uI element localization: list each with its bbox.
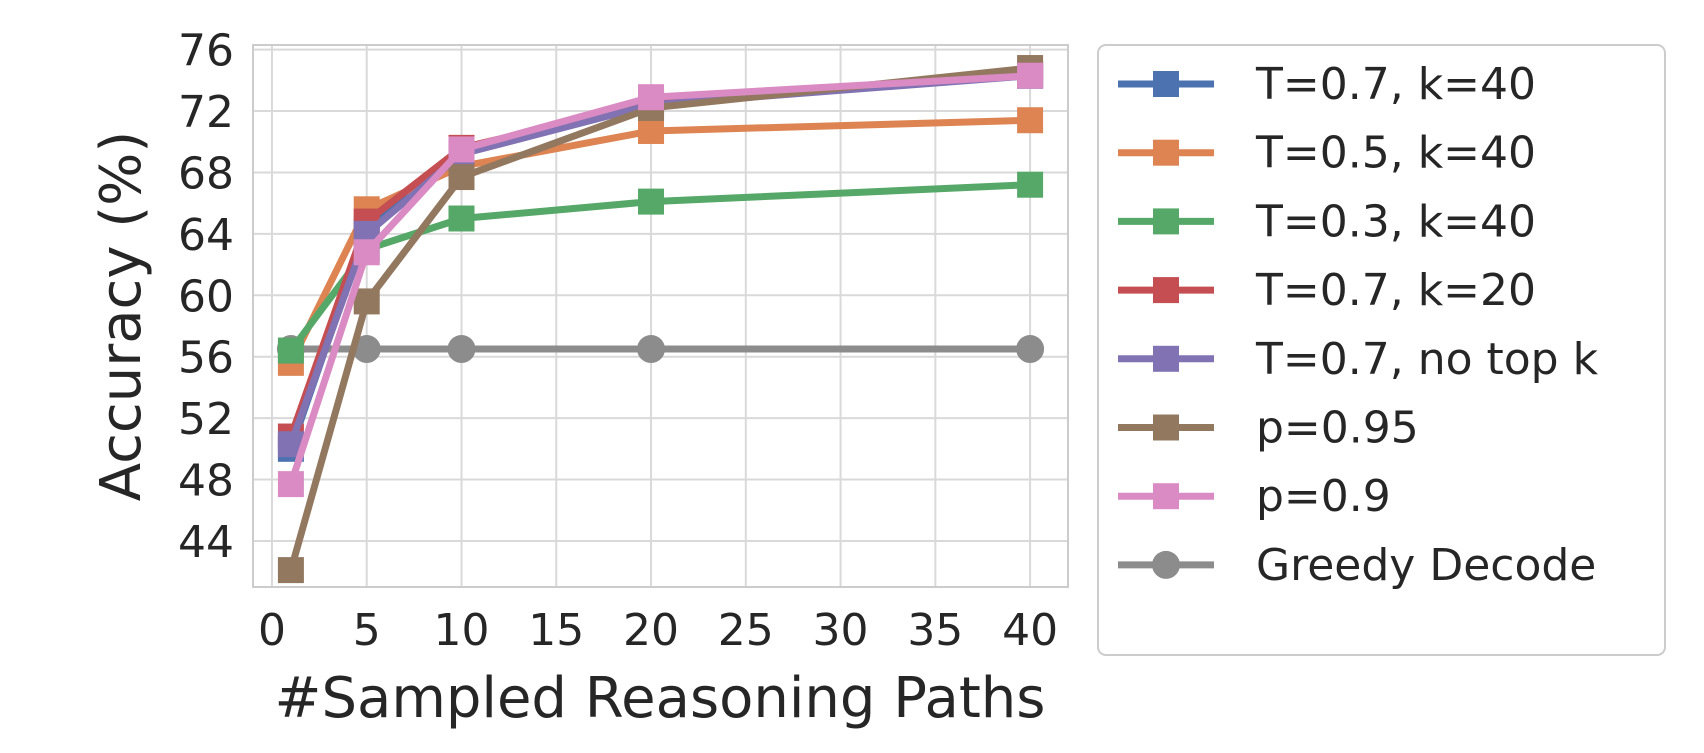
- legend-box: [1097, 44, 1666, 656]
- data-point: [638, 117, 665, 144]
- series-6: [277, 62, 1044, 498]
- data-point: [447, 335, 476, 364]
- data-point: [1017, 171, 1044, 198]
- data-point: [448, 205, 475, 232]
- legend-item: T=0.7, no top k: [1118, 334, 1599, 385]
- legend-label: T=0.7, k=40: [1255, 59, 1536, 110]
- legend-marker: [1153, 208, 1179, 235]
- y-tick-label: 72: [178, 87, 234, 138]
- legend-item: T=0.3, k=40: [1118, 196, 1536, 247]
- plot-frame: [252, 44, 1069, 588]
- data-point: [1017, 107, 1044, 134]
- y-axis-label: Accuracy (%): [89, 131, 154, 501]
- y-tick-label: 64: [178, 210, 234, 261]
- x-tick-label: 20: [623, 605, 679, 656]
- x-tick-labels: 0 5 10 15 20 25 30 35 40: [258, 605, 1058, 656]
- x-tick-label: 35: [907, 605, 963, 656]
- legend-label: p=0.95: [1256, 403, 1419, 454]
- y-tick-label: 44: [178, 517, 234, 568]
- data-point: [1017, 62, 1044, 89]
- data-point: [638, 84, 665, 111]
- data-point: [448, 136, 475, 163]
- legend-marker: [1153, 483, 1179, 510]
- legend-item: Greedy Decode: [1118, 540, 1596, 591]
- data-point: [637, 335, 666, 364]
- legend-item: p=0.95: [1118, 403, 1419, 454]
- data-point: [277, 471, 304, 498]
- y-tick-label: 68: [178, 148, 234, 199]
- x-tick-label: 30: [813, 605, 869, 656]
- legend-item: T=0.5, k=40: [1118, 128, 1536, 179]
- y-tick-label: 56: [178, 333, 234, 384]
- legend-marker: [1153, 414, 1179, 441]
- series-7: [276, 335, 1045, 364]
- series-group: [276, 55, 1045, 584]
- y-tick-label: 76: [178, 26, 234, 77]
- x-tick-label: 15: [528, 605, 584, 656]
- x-tick-label: 5: [353, 605, 381, 656]
- y-tick-labels: 44 48 52 56 60 64 68 72 76: [178, 26, 234, 568]
- legend-label: T=0.5, k=40: [1255, 128, 1536, 179]
- legend-item: T=0.7, k=20: [1118, 265, 1536, 316]
- data-point: [352, 335, 381, 364]
- x-axis-label: #Sampled Reasoning Paths: [275, 666, 1046, 731]
- y-tick-label: 52: [178, 394, 234, 445]
- x-tick-label: 10: [433, 605, 489, 656]
- x-tick-label: 0: [258, 605, 286, 656]
- x-tick-label: 25: [718, 605, 774, 656]
- data-point: [277, 337, 304, 364]
- legend-marker: [1153, 345, 1179, 372]
- series-line: [287, 116, 1034, 367]
- x-tick-label: 40: [1002, 605, 1058, 656]
- legend-marker: [1153, 71, 1179, 97]
- legend-label: T=0.7, k=20: [1255, 265, 1536, 316]
- data-point: [638, 188, 665, 215]
- legend-label: T=0.7, no top k: [1255, 334, 1599, 385]
- y-tick-label: 48: [178, 456, 234, 507]
- legend-item: T=0.7, k=40: [1118, 59, 1536, 110]
- legend-label: Greedy Decode: [1256, 540, 1596, 591]
- legend: T=0.7, k=40 T=0.5, k=40 T=0.3, k=40 T=0.7, …: [1097, 44, 1666, 656]
- data-point: [353, 239, 380, 266]
- data-point: [1016, 335, 1045, 364]
- legend-marker: [1153, 277, 1179, 304]
- legend-label: p=0.9: [1256, 471, 1391, 522]
- legend-marker: [1152, 550, 1180, 579]
- y-tick-label: 60: [178, 271, 234, 322]
- legend-label: T=0.3, k=40: [1255, 196, 1536, 247]
- data-point: [448, 164, 475, 191]
- legend-marker: [1153, 139, 1179, 166]
- data-point: [353, 288, 380, 315]
- legend-item: p=0.9: [1118, 471, 1391, 522]
- data-point: [277, 557, 304, 584]
